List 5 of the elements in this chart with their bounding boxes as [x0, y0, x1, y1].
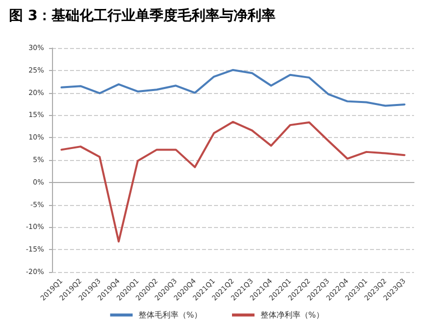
- chart-title: 图 3：基础化工行业单季度毛利率与净利率: [9, 7, 276, 24]
- legend-label: 整体毛利率（%）: [138, 310, 202, 320]
- line-series: [60, 120, 406, 243]
- line-series: [60, 68, 406, 107]
- legend-label: 整体净利率（%）: [260, 310, 324, 320]
